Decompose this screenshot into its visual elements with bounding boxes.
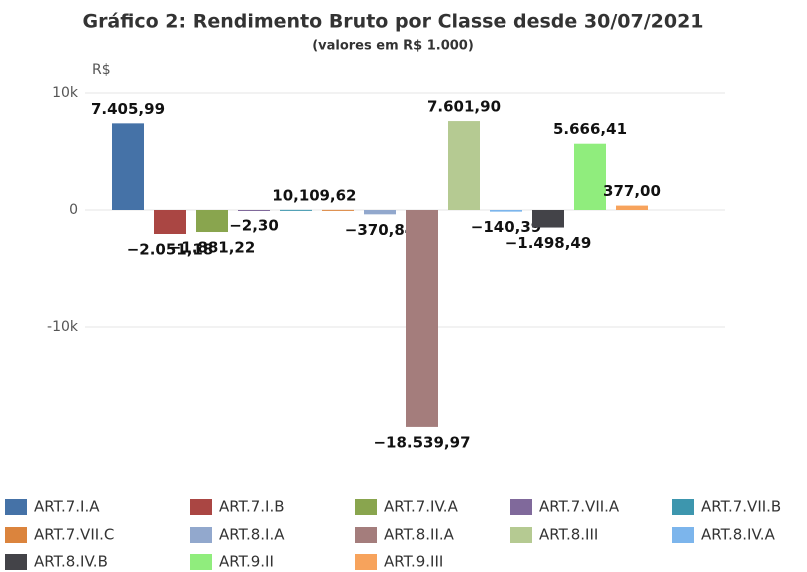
data-label: 7.405,99	[91, 100, 165, 118]
legend-swatch	[355, 499, 377, 515]
bar	[490, 210, 522, 212]
data-label: −140,39	[471, 218, 541, 236]
legend-swatch	[5, 554, 27, 570]
legend-label: ART.7.VII.C	[34, 526, 114, 544]
y-axis-label: R$	[92, 62, 111, 78]
legend-label: ART.7.IV.A	[384, 498, 459, 516]
legend-label: ART.9.III	[384, 553, 443, 571]
bar	[280, 209, 312, 211]
legend-swatch	[5, 499, 27, 515]
y-tick-label: 10k	[52, 85, 79, 101]
bar	[532, 210, 564, 228]
legend-label: ART.8.III	[539, 526, 598, 544]
data-label: −1.881,22	[169, 239, 256, 257]
y-tick-label: -10k	[47, 319, 79, 335]
data-label: −2,30	[229, 217, 279, 235]
legend-swatch	[190, 554, 212, 570]
legend-swatch	[672, 499, 694, 515]
bar	[364, 210, 396, 215]
chart-subtitle: (valores em R$ 1.000)	[312, 39, 474, 54]
legend-swatch	[355, 527, 377, 543]
legend-label: ART.8.II.A	[384, 526, 455, 544]
legend-swatch	[355, 554, 377, 570]
bar	[574, 143, 606, 210]
legend-swatch	[510, 527, 532, 543]
y-tick-label: 0	[69, 202, 78, 218]
data-label: 377,00	[603, 182, 661, 200]
data-label: −370,84	[345, 221, 415, 239]
legend-swatch	[190, 527, 212, 543]
bar	[238, 210, 270, 211]
bar	[154, 210, 186, 234]
bar	[196, 210, 228, 233]
legend-label: ART.7.I.A	[34, 498, 100, 516]
bar	[448, 121, 480, 210]
chart-title: Gráfico 2: Rendimento Bruto por Classe d…	[82, 11, 703, 33]
legend-label: ART.7.VII.A	[539, 498, 620, 516]
data-label: −2.051,18	[127, 240, 214, 258]
legend-label: ART.8.IV.A	[701, 526, 776, 544]
legend-label: ART.9.II	[219, 553, 274, 571]
legend-swatch	[510, 499, 532, 515]
bar	[406, 210, 438, 427]
legend-label: ART.8.IV.B	[34, 553, 108, 571]
legend-swatch	[5, 527, 27, 543]
data-label: −1.498,49	[505, 234, 592, 252]
legend-label: ART.7.VII.B	[701, 498, 781, 516]
bar	[322, 209, 354, 211]
legend-label: ART.8.I.A	[219, 526, 285, 544]
legend-swatch	[190, 499, 212, 515]
data-label: 10,10	[272, 186, 319, 204]
bar	[616, 205, 648, 210]
legend-label: ART.7.I.B	[219, 498, 285, 516]
legend-swatch	[672, 527, 694, 543]
bar	[112, 123, 144, 210]
data-label: 5.666,41	[553, 120, 627, 138]
data-label: 7.601,90	[427, 98, 501, 116]
data-label: −18.539,97	[373, 433, 470, 451]
data-label: 9,62	[319, 186, 356, 204]
